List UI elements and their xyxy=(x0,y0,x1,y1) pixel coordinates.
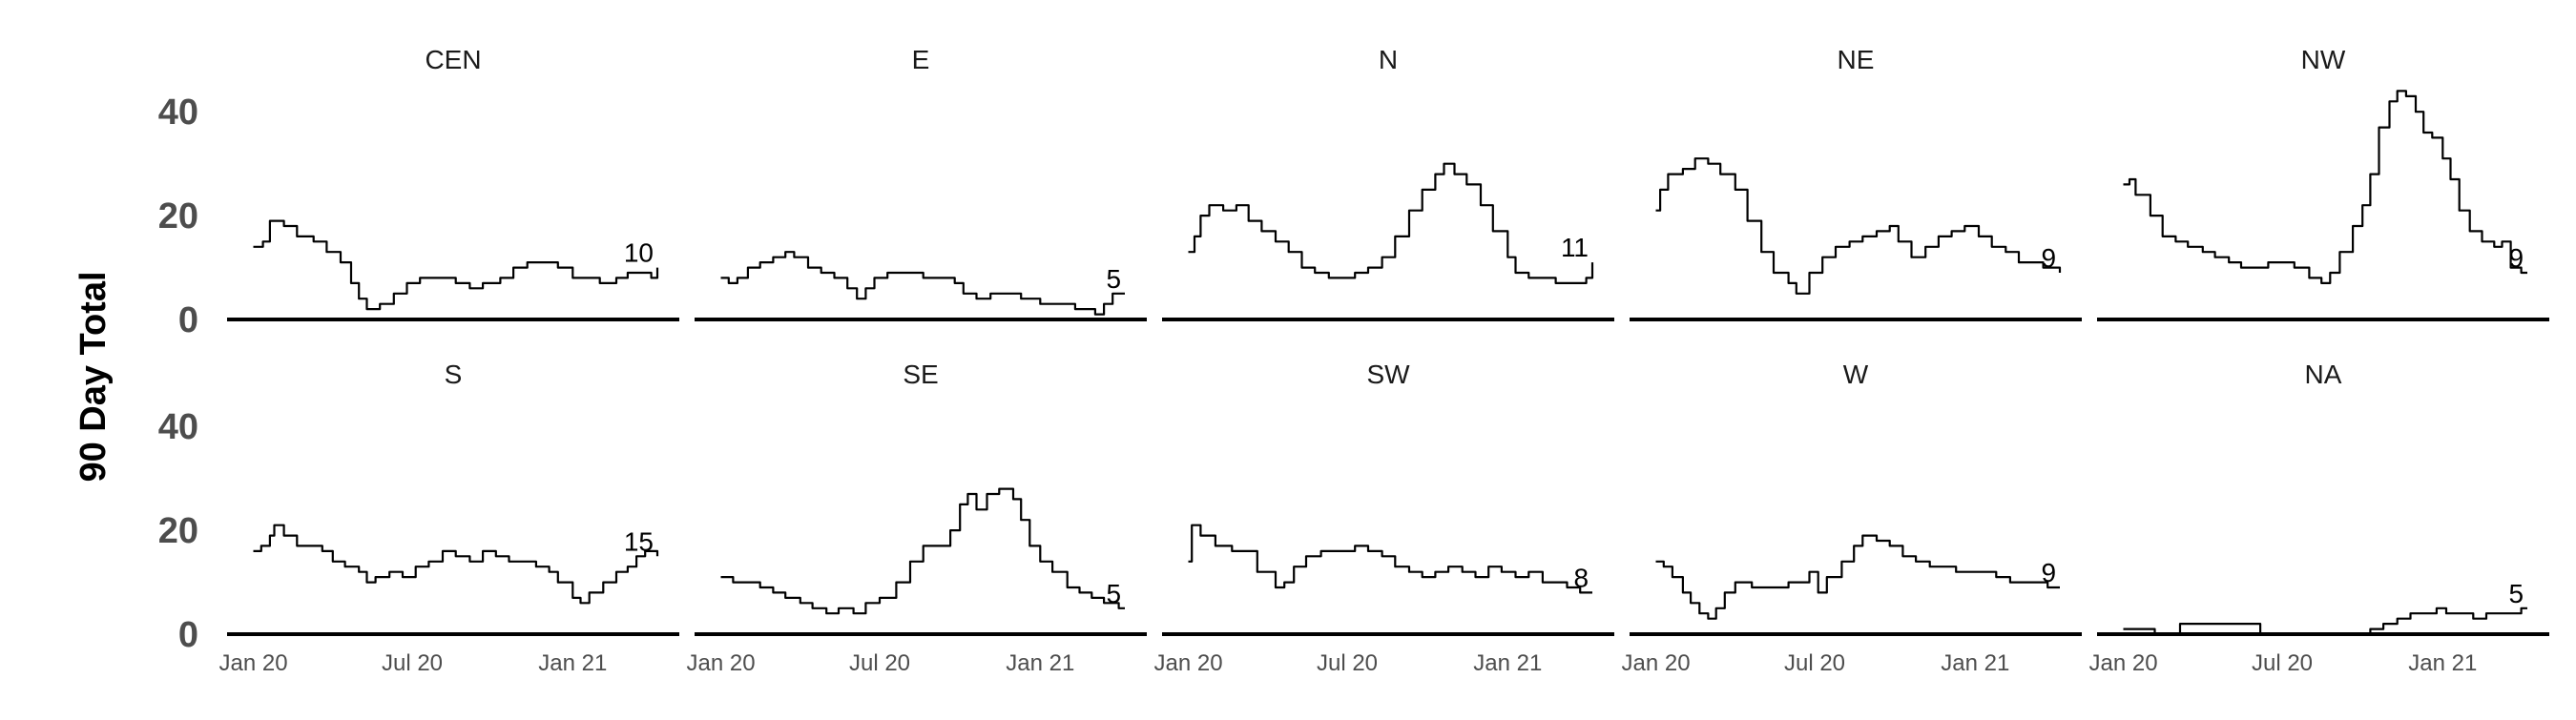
end-label-sw: 8 xyxy=(1573,563,1589,592)
series-line-na xyxy=(2123,607,2527,636)
end-label-s: 15 xyxy=(624,526,654,556)
facet-title-sw: SW xyxy=(1366,360,1410,389)
end-label-na: 5 xyxy=(2508,579,2524,608)
y-axis-title: 90 Day Total xyxy=(73,271,114,482)
end-label-e: 5 xyxy=(1106,264,1121,294)
facet-title-w: W xyxy=(1843,360,1869,389)
series-line-se xyxy=(720,487,1125,615)
x-tick-label: Jul 20 xyxy=(849,650,910,676)
y-tick-label: 0 xyxy=(178,300,198,340)
panel-cen: CEN 0 20 40 10 xyxy=(158,45,679,340)
y-tick-label: 40 xyxy=(158,93,198,133)
facet-title-nw: NW xyxy=(2301,45,2346,74)
facet-title-s: S xyxy=(445,360,463,389)
y-tick-label: 20 xyxy=(158,196,198,237)
series-line-cen xyxy=(253,219,659,311)
facet-title-n: N xyxy=(1379,45,1398,74)
x-tick-label: Jan 20 xyxy=(1622,650,1691,676)
facet-title-se: SE xyxy=(903,360,938,389)
facet-title-na: NA xyxy=(2305,360,2342,389)
end-label-cen: 10 xyxy=(624,238,654,268)
end-label-nw: 9 xyxy=(2508,243,2524,273)
series-line-n xyxy=(1188,162,1594,284)
end-label-ne: 9 xyxy=(2041,243,2056,273)
end-label-n: 11 xyxy=(1561,233,1589,262)
x-tick-label: Jul 20 xyxy=(1317,650,1378,676)
series-line-nw xyxy=(2123,90,2527,284)
series-line-w xyxy=(1655,534,2060,620)
panel-ne: NE 9 xyxy=(1630,45,2082,321)
x-tick-label: Jan 20 xyxy=(687,650,756,676)
panel-nw: NW 9 xyxy=(2097,45,2549,321)
series-line-ne xyxy=(1655,157,2062,295)
x-tick-label: Jan 21 xyxy=(1941,650,2009,676)
panel-s: S 0 20 40 Jan 20 Jul 20 Jan 21 15 xyxy=(158,360,679,676)
x-tick-label: Jan 21 xyxy=(2408,650,2477,676)
x-tick-label: Jul 20 xyxy=(382,650,443,676)
panel-na: NA Jan 20 Jul 20 Jan 21 5 xyxy=(2089,360,2549,676)
end-label-w: 9 xyxy=(2041,558,2056,587)
facet-title-cen: CEN xyxy=(425,45,481,74)
x-tick-label: Jan 20 xyxy=(219,650,288,676)
end-label-se: 5 xyxy=(1106,579,1121,608)
x-tick-label: Jul 20 xyxy=(1784,650,1845,676)
x-tick-label: Jan 20 xyxy=(2089,650,2158,676)
y-tick-label: 0 xyxy=(178,615,198,655)
y-tick-label: 40 xyxy=(158,407,198,447)
x-tick-label: Jan 21 xyxy=(1473,650,1542,676)
series-line-sw xyxy=(1188,524,1592,594)
series-line-e xyxy=(720,251,1125,316)
facet-title-e: E xyxy=(912,45,930,74)
panel-n: N 11 xyxy=(1162,45,1614,321)
panel-w: W Jan 20 Jul 20 Jan 21 9 xyxy=(1622,360,2082,676)
y-tick-label: 20 xyxy=(158,511,198,551)
series-line-s xyxy=(253,524,659,605)
x-tick-label: Jan 21 xyxy=(1006,650,1074,676)
panel-sw: SW Jan 20 Jul 20 Jan 21 8 xyxy=(1154,360,1614,676)
x-tick-label: Jan 21 xyxy=(538,650,607,676)
facet-title-ne: NE xyxy=(1838,45,1875,74)
x-tick-label: Jan 20 xyxy=(1154,650,1223,676)
panel-e: E5 xyxy=(695,45,1147,321)
x-tick-label: Jul 20 xyxy=(2252,650,2313,676)
panel-se: SE Jan 20 Jul 20 Jan 21 5 xyxy=(687,360,1147,676)
